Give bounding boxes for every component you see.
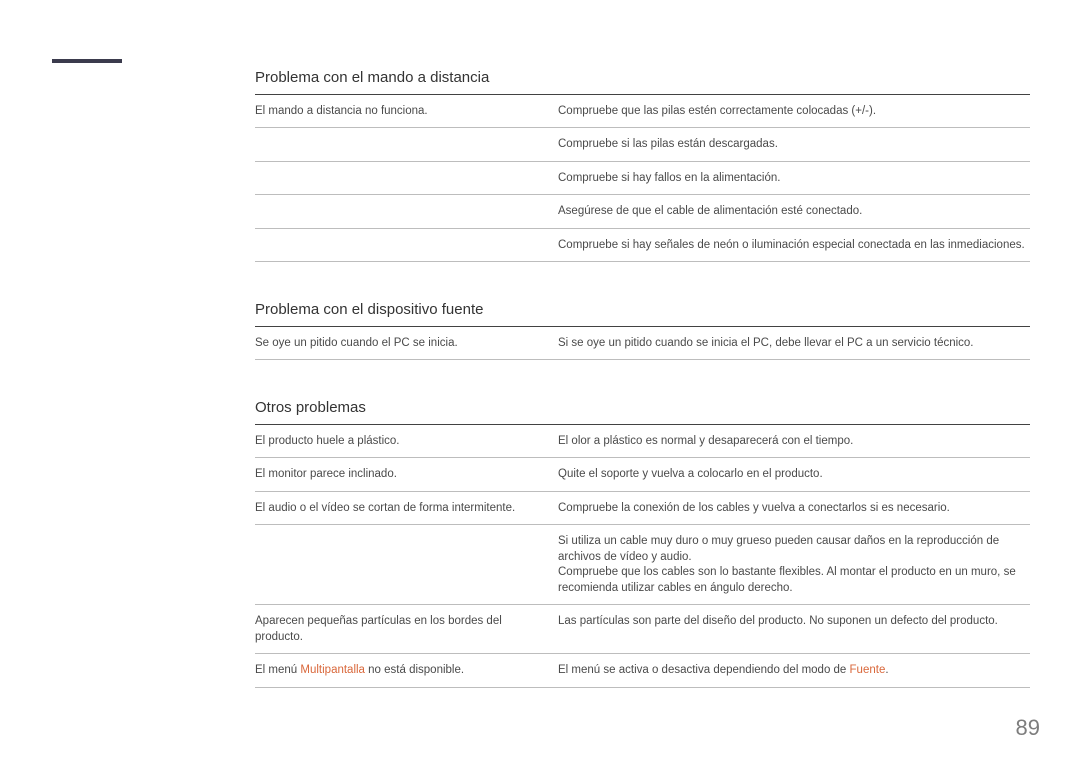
row-problem: Se oye un pitido cuando el PC se inicia. — [255, 336, 558, 352]
row-problem: El audio o el vídeo se cortan de forma i… — [255, 501, 558, 517]
row-solution: Compruebe si hay señales de neón o ilumi… — [558, 238, 1030, 254]
row-problem: Aparecen pequeñas partículas en los bord… — [255, 614, 558, 645]
page-number: 89 — [1016, 715, 1040, 741]
row-problem: El producto huele a plástico. — [255, 434, 558, 450]
row-solution: Compruebe si las pilas están descargadas… — [558, 137, 1030, 153]
section-title: Otros problemas — [255, 398, 1030, 425]
section-title: Problema con el mando a distancia — [255, 68, 1030, 95]
table-row: El audio o el vídeo se cortan de forma i… — [255, 492, 1030, 526]
section: Otros problemasEl producto huele a plást… — [255, 398, 1030, 688]
row-problem: El mando a distancia no funciona. — [255, 104, 558, 120]
section: Problema con el mando a distanciaEl mand… — [255, 68, 1030, 262]
table-row: El producto huele a plástico.El olor a p… — [255, 425, 1030, 459]
table-row: Se oye un pitido cuando el PC se inicia.… — [255, 327, 1030, 361]
row-problem: El monitor parece inclinado. — [255, 467, 558, 483]
row-solution: Si se oye un pitido cuando se inicia el … — [558, 336, 1030, 352]
table-row: Compruebe si hay fallos en la alimentaci… — [255, 162, 1030, 196]
highlight-text: Multipantalla — [300, 664, 365, 676]
row-solution: El olor a plástico es normal y desaparec… — [558, 434, 1030, 450]
table-row: El menú Multipantalla no está disponible… — [255, 654, 1030, 688]
table-row: Aparecen pequeñas partículas en los bord… — [255, 605, 1030, 654]
row-solution: Compruebe que las pilas estén correctame… — [558, 104, 1030, 120]
row-solution: Quite el soporte y vuelva a colocarlo en… — [558, 467, 1030, 483]
row-solution: Las partículas son parte del diseño del … — [558, 614, 1030, 645]
highlight-text: Fuente — [850, 664, 886, 676]
table-row: El mando a distancia no funciona.Comprue… — [255, 95, 1030, 129]
row-problem: El menú Multipantalla no está disponible… — [255, 663, 558, 679]
table-row: El monitor parece inclinado.Quite el sop… — [255, 458, 1030, 492]
header-accent-bar — [52, 59, 122, 63]
row-solution: Si utiliza un cable muy duro o muy grues… — [558, 534, 1030, 596]
table-row: Asegúrese de que el cable de alimentació… — [255, 195, 1030, 229]
row-solution: Compruebe la conexión de los cables y vu… — [558, 501, 1030, 517]
section: Problema con el dispositivo fuenteSe oye… — [255, 300, 1030, 360]
table-row: Compruebe si las pilas están descargadas… — [255, 128, 1030, 162]
table-row: Si utiliza un cable muy duro o muy grues… — [255, 525, 1030, 605]
row-solution: El menú se activa o desactiva dependiend… — [558, 663, 1030, 679]
table-row: Compruebe si hay señales de neón o ilumi… — [255, 229, 1030, 263]
section-title: Problema con el dispositivo fuente — [255, 300, 1030, 327]
row-solution: Asegúrese de que el cable de alimentació… — [558, 204, 1030, 220]
page-content: Problema con el mando a distanciaEl mand… — [255, 68, 1030, 688]
row-solution: Compruebe si hay fallos en la alimentaci… — [558, 171, 1030, 187]
